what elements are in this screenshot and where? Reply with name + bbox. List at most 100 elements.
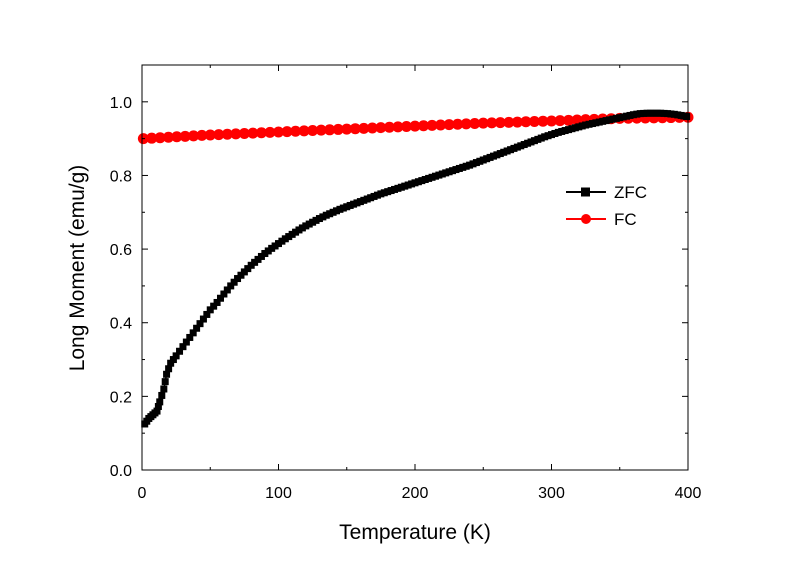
zfc-point [176,347,184,355]
fc-point [528,116,540,128]
fc-point [238,127,250,139]
fc-point [400,120,412,132]
fc-point [188,130,200,142]
zfc-point [683,113,691,121]
fc-point [443,119,455,131]
axis-ticks: 0 100 200 300 400 0.0 0.2 0.4 0.6 0.8 1.0 [110,64,702,502]
zfc-point [213,298,221,306]
x-tick-label: 400 [675,485,702,502]
x-tick-label: 200 [402,485,429,502]
fc-point [298,125,310,137]
fc-point [520,116,532,128]
zfc-point [167,359,175,367]
zfc-point [154,402,162,410]
fc-point [383,121,395,133]
zfc-point [189,329,197,337]
zfc-point [196,320,204,328]
zfc-point [153,407,161,415]
zfc-point [179,343,187,351]
legend: ZFC FC [566,183,647,229]
legend-fc-marker [581,214,591,224]
zfc-point [199,315,207,323]
fc-point [392,121,404,133]
fc-point [307,125,319,137]
zfc-point [186,333,194,341]
y-tick-label: 0.2 [110,389,132,406]
fc-point [247,127,259,139]
zfc-point [203,310,211,318]
fc-point [366,122,378,134]
fc-point [418,120,430,132]
y-tick-label: 0.8 [110,168,132,185]
fc-point [264,126,276,138]
y-tick-label: 0.0 [110,463,132,480]
fc-point [290,125,302,137]
fc-point [281,126,293,138]
zfc-point [163,370,171,378]
fc-point [494,117,506,129]
zfc-point [216,294,224,302]
fc-point [486,117,498,129]
fc-point [204,129,216,141]
fc-point [409,120,421,132]
fc-point [477,117,489,129]
zfc-point [156,398,164,406]
legend-zfc-label: ZFC [614,183,647,202]
zfc-point [172,352,180,360]
fc-point [469,118,481,130]
fc-point [537,115,549,127]
fc-point [546,115,557,127]
y-tick-label: 1.0 [110,95,132,112]
fc-point [349,123,361,135]
x-tick-label: 100 [265,485,292,502]
legend-fc-label: FC [614,210,637,229]
x-axis-title: Temperature (K) [339,521,491,544]
fc-point [341,123,353,135]
fc-point [230,128,242,140]
zfc-point [210,302,218,310]
fc-point [179,130,191,142]
fc-point [435,119,447,131]
fc-point [358,122,370,134]
zfc-point [206,306,214,314]
x-tick-label: 0 [138,485,147,502]
zfc-point [227,282,235,290]
fc-point [460,118,472,130]
fc-point [255,127,267,139]
zfc-point [220,290,228,298]
y-tick-label: 0.4 [110,316,132,333]
fc-point [221,128,233,140]
fc-point [315,124,327,136]
zfc-point [182,338,190,346]
fc-point [171,131,183,143]
fc-point [213,129,225,141]
zfc-point [158,391,166,399]
fc-point [375,122,387,134]
fc-point [554,115,566,127]
y-tick-label: 0.6 [110,242,132,259]
fc-point [162,131,174,143]
zfc-point [193,324,201,332]
zfc-point [223,286,231,294]
zfc-point [160,385,168,393]
fc-point [511,116,523,128]
fc-point [563,114,575,126]
y-axis-title: Long Moment (emu/g) [66,165,89,372]
fc-point [324,124,336,136]
zfc-series [141,109,691,428]
legend-zfc-marker [581,187,590,197]
x-tick-label: 300 [538,485,565,502]
zfc-point [169,356,177,364]
fc-point [452,118,464,130]
zfc-point [165,365,173,373]
zfc-point [161,378,169,386]
fc-point [196,129,208,141]
fc-point [503,116,515,128]
fc-point [154,132,166,144]
fc-point [332,123,344,135]
zfc-point [230,278,238,286]
fc-point [273,126,284,138]
fc-point [426,119,438,131]
